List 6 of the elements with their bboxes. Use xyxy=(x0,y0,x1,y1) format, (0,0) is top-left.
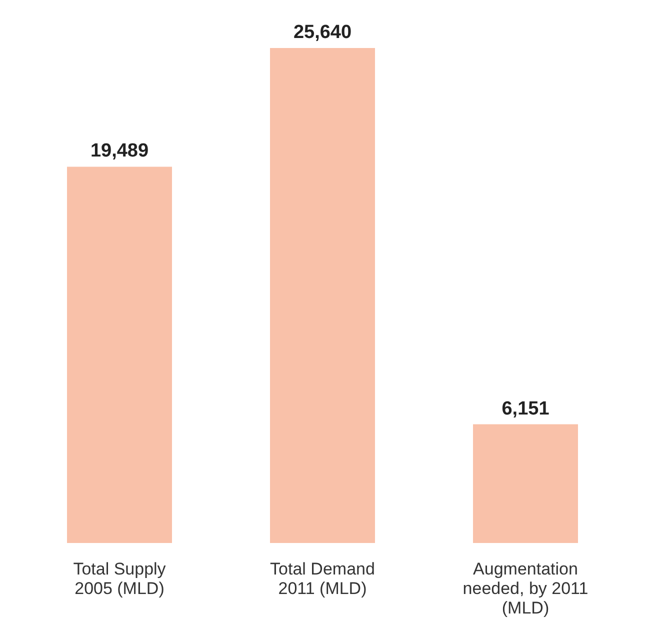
x-tick-label: Total Supply 2005 (MLD) xyxy=(73,559,166,598)
data-label: 6,151 xyxy=(502,398,550,420)
data-label: 25,640 xyxy=(293,22,352,43)
data-label: 19,489 xyxy=(90,140,149,162)
x-tick-label: Total Demand 2011 (MLD) xyxy=(270,559,375,598)
x-tick-label: Augmentation needed, by 2011 (MLD) xyxy=(462,559,588,618)
